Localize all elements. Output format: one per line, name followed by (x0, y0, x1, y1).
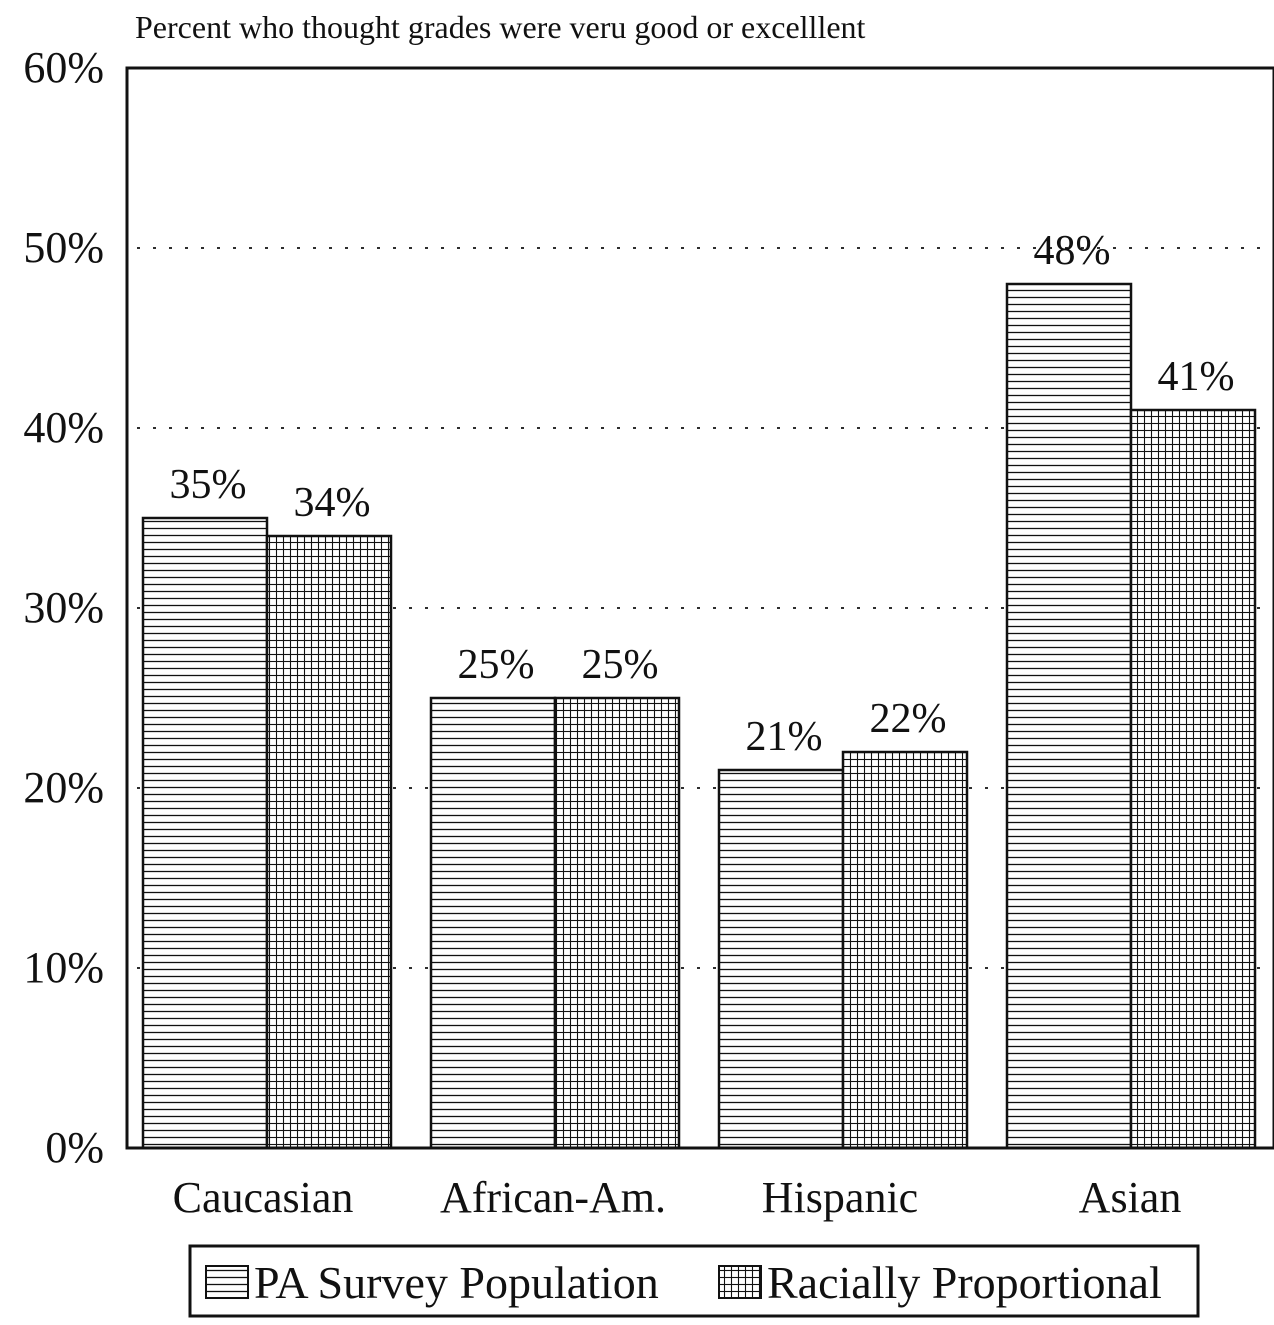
bar-hispanic-racially-proportional (841, 750, 969, 1150)
data-label-asian-pa-survey-population: 48% (1034, 228, 1111, 274)
data-label-hispanic-pa-survey-population: 21% (746, 714, 823, 760)
data-label-caucasian-racially-proportional: 34% (294, 480, 371, 526)
y-tick-label-0: 0% (45, 1123, 104, 1172)
y-tick-label-20: 20% (23, 763, 104, 812)
bar-caucasian-racially-proportional (265, 534, 393, 1150)
bar-caucasian-pa-survey-population (141, 516, 269, 1150)
y-axis-ticks: 0% 10% 20% 30% 40% 50% 60% (23, 43, 104, 1172)
data-label-african-am-pa-survey-population: 25% (458, 642, 535, 688)
category-label-hispanic: Hispanic (762, 1173, 918, 1222)
x-axis-categories: Caucasian African-Am. Hispanic Asian (173, 1173, 1182, 1222)
legend: PA Survey Population Racially Proportion… (188, 1244, 1200, 1318)
y-tick-label-10: 10% (23, 943, 104, 992)
data-label-african-am-racially-proportional: 25% (582, 642, 659, 688)
data-label-hispanic-racially-proportional: 22% (870, 696, 947, 742)
data-labels: 35% 34% 25% 25% 21% 22% 48% 41% (170, 228, 1235, 760)
bar-african-am-racially-proportional (553, 696, 681, 1150)
y-tick-label-50: 50% (23, 223, 104, 272)
category-label-african-am: African-Am. (440, 1173, 666, 1222)
bar-asian-racially-proportional (1129, 408, 1257, 1150)
legend-swatch-racially-proportional (718, 1265, 762, 1299)
bar-african-am-pa-survey-population (429, 696, 557, 1150)
legend-box (188, 1244, 1200, 1318)
y-tick-label-60: 60% (23, 43, 104, 92)
legend-label-racially-proportional: Racially Proportional (767, 1257, 1162, 1308)
plot-frame (125, 66, 1274, 1150)
bar-hispanic-pa-survey-population (717, 768, 845, 1150)
chart-title: Percent who thought grades were veru goo… (135, 9, 866, 45)
y-tick-label-40: 40% (23, 403, 104, 452)
bars (141, 282, 1257, 1150)
y-tick-label-30: 30% (23, 583, 104, 632)
data-label-asian-racially-proportional: 41% (1158, 354, 1235, 400)
category-label-caucasian: Caucasian (173, 1173, 354, 1222)
legend-label-pa-survey-population: PA Survey Population (254, 1257, 659, 1308)
data-label-caucasian-pa-survey-population: 35% (170, 462, 247, 508)
category-label-asian: Asian (1079, 1173, 1182, 1222)
bar-asian-pa-survey-population (1005, 282, 1133, 1150)
legend-swatch-pa-survey-population (205, 1265, 249, 1299)
